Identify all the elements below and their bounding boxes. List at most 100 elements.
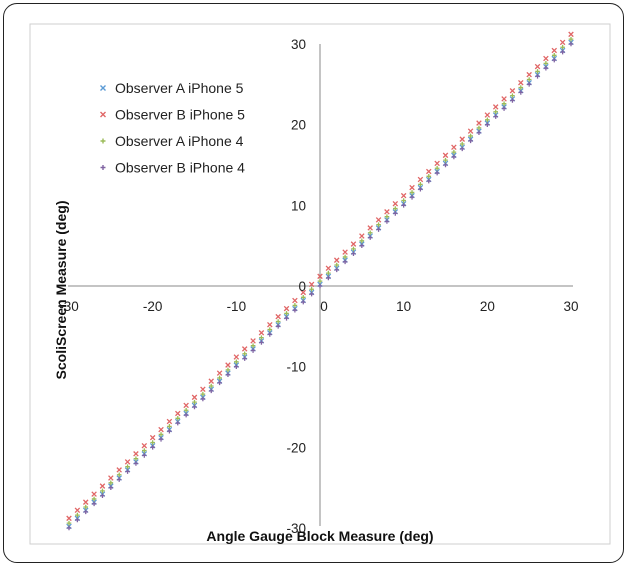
data-point (384, 214, 390, 219)
data-point (409, 194, 415, 200)
data-point (543, 65, 549, 71)
data-point (526, 82, 532, 87)
data-point (325, 265, 332, 272)
data-point (125, 464, 130, 469)
data-point (308, 281, 315, 288)
data-point (284, 315, 289, 321)
data-point (476, 120, 482, 126)
data-point (99, 483, 106, 489)
data-point (175, 415, 181, 421)
legend-label: Observer B iPhone 5 (115, 107, 245, 123)
data-point (292, 297, 298, 304)
data-point (91, 491, 97, 497)
data-point (518, 90, 524, 95)
data-point (283, 305, 290, 312)
data-point (284, 311, 289, 316)
data-point (543, 61, 549, 66)
data-point (309, 286, 314, 292)
data-point (467, 128, 474, 134)
data-point (326, 270, 331, 276)
data-point (351, 251, 356, 257)
data-point (451, 149, 457, 155)
data-point (108, 480, 114, 486)
data-point (108, 485, 114, 490)
y-tick-label: 0 (298, 279, 306, 294)
data-point (543, 55, 549, 62)
data-point (133, 456, 139, 461)
data-points (66, 31, 574, 531)
data-point (393, 211, 398, 216)
data-point (166, 418, 173, 425)
data-point (142, 453, 147, 458)
data-point (359, 238, 365, 244)
data-point (267, 332, 273, 337)
data-point (208, 388, 214, 394)
data-point (526, 77, 532, 82)
data-point (183, 402, 189, 409)
data-point (142, 448, 147, 453)
data-point (208, 378, 214, 384)
data-point (350, 241, 357, 247)
y-tick-label: 10 (291, 198, 306, 213)
x-tick-label: 10 (396, 299, 411, 314)
data-point (526, 71, 532, 78)
data-point (167, 428, 172, 434)
data-point (367, 230, 373, 236)
data-point (426, 173, 432, 179)
data-point (409, 190, 415, 195)
x-tick-label: 20 (480, 299, 495, 314)
data-point (317, 278, 323, 284)
data-point (275, 324, 281, 329)
data-point (509, 88, 516, 94)
data-point (116, 472, 122, 478)
data-point (192, 404, 197, 410)
data-point (342, 249, 348, 255)
data-point (392, 200, 399, 207)
data-point (125, 469, 130, 474)
data-point (191, 394, 198, 401)
data-point (401, 198, 406, 203)
data-point (434, 165, 440, 171)
data-point (250, 343, 256, 348)
data-point (535, 69, 540, 74)
data-point (158, 432, 164, 437)
data-point (100, 493, 105, 499)
data-point (518, 79, 524, 86)
data-point (267, 327, 273, 332)
data-point (234, 359, 239, 365)
data-point (501, 106, 507, 111)
data-point (82, 499, 89, 505)
data-point (426, 168, 432, 175)
data-point (342, 259, 348, 265)
x-tick-label: 0 (320, 299, 328, 314)
data-point (535, 73, 540, 79)
y-tick-labels: -30 -20 -10 0 10 20 30 (286, 37, 306, 536)
data-point (510, 93, 515, 98)
data-point (501, 96, 507, 102)
data-point (208, 383, 214, 389)
data-point (334, 267, 340, 273)
y-tick-label: -10 (286, 360, 306, 375)
series-3-points (66, 36, 574, 526)
data-point (175, 410, 181, 417)
y-tick-label: -30 (286, 521, 306, 536)
data-point (367, 235, 373, 240)
data-point (568, 36, 574, 42)
data-point (342, 254, 348, 260)
data-point (259, 335, 264, 340)
data-point (485, 117, 490, 123)
series-4-points (66, 41, 574, 531)
data-point (485, 122, 490, 127)
data-point (124, 459, 131, 465)
data-point (250, 348, 256, 353)
x-tick-labels: -30 -20 -10 0 10 20 30 (59, 299, 578, 314)
legend-marker (100, 85, 106, 91)
data-point (258, 330, 265, 336)
data-point (175, 420, 181, 426)
data-point (267, 321, 273, 328)
data-point (317, 273, 323, 280)
data-point (493, 114, 498, 119)
data-point (426, 178, 432, 184)
data-point (233, 354, 240, 360)
